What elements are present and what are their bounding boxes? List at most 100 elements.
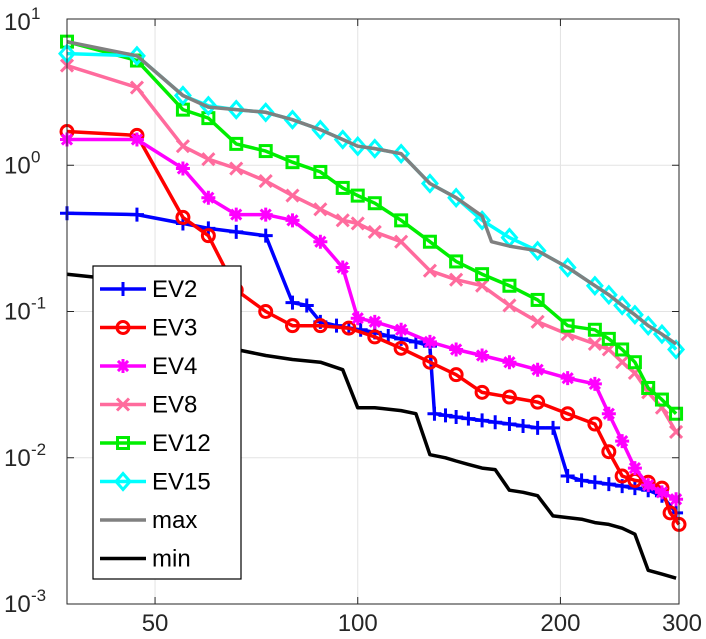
point-ev2-30: [601, 477, 616, 492]
point-ev8-5: [258, 173, 273, 189]
point-ev3-3: [200, 228, 216, 244]
legend-label: EV8: [152, 392, 197, 419]
series-max: [66, 39, 678, 346]
point-ev3-7: [312, 318, 328, 334]
series-ev8: [59, 58, 684, 440]
point-ev8-1: [129, 80, 145, 95]
point-ev4-13: [449, 342, 464, 357]
point-ev12-11: [394, 213, 409, 228]
point-ev4-15: [502, 355, 517, 370]
y-tick-label-3: 10 0: [4, 147, 40, 179]
point-ev15-10: [365, 138, 384, 159]
point-ev3-8: [341, 320, 357, 336]
legend-label: EV2: [152, 276, 197, 303]
point-ev15-16: [528, 240, 547, 262]
y-tick-label-base: 10: [4, 299, 31, 326]
x-tick-label-300: 300: [662, 610, 702, 637]
point-ev2-26: [546, 420, 561, 435]
point-ev15-5: [256, 102, 275, 123]
y-tick-label-base: 10: [4, 9, 31, 36]
legend-swatch-marker: [115, 397, 131, 412]
x-tick-label-200: 200: [540, 610, 580, 637]
point-ev4-4: [229, 207, 244, 222]
legend-item-ev15: EV15: [100, 469, 211, 496]
legend-label: EV3: [152, 315, 197, 342]
point-ev3-13: [474, 384, 490, 400]
point-ev12-15: [502, 278, 517, 293]
point-ev12-9: [350, 188, 365, 203]
legend-swatch-marker: [115, 320, 131, 335]
point-ev2-27: [560, 469, 575, 484]
x-tick-labels: 50 100 200 300: [142, 610, 702, 637]
point-ev3-11: [422, 354, 438, 370]
point-ev12-13: [449, 254, 464, 269]
point-ev2-29: [587, 475, 602, 490]
point-ev2-23: [502, 417, 517, 432]
point-ev2-13: [381, 328, 396, 343]
y-tick-label-base: 10: [4, 445, 31, 472]
point-ev12-22: [641, 380, 656, 395]
point-ev2-19: [449, 409, 464, 424]
x-tick-label-50: 50: [142, 610, 169, 637]
y-tick-label-base: 10: [4, 591, 31, 618]
point-ev8-9: [350, 216, 365, 231]
point-ev4-9: [350, 311, 365, 326]
point-ev12-5: [258, 144, 273, 159]
point-ev12-10: [367, 196, 382, 211]
point-ev3-19: [614, 468, 630, 484]
point-ev3-5: [258, 304, 274, 319]
point-ev4-22: [641, 478, 656, 493]
point-ev3-17: [587, 416, 603, 432]
point-ev4-14: [475, 348, 490, 363]
point-ev4-10: [367, 314, 382, 329]
point-ev4-20: [615, 434, 630, 449]
y-tick-label-exponent: -1: [31, 294, 46, 313]
legend-item-ev3: EV3: [100, 315, 197, 342]
point-ev12-24: [669, 406, 684, 421]
series-line-max: [66, 39, 678, 346]
point-ev2-20: [461, 411, 476, 426]
point-ev4-7: [313, 234, 328, 249]
point-ev4-24: [669, 492, 684, 507]
point-ev12-17: [560, 318, 575, 333]
point-ev4-17: [560, 371, 575, 386]
point-ev8-18: [587, 336, 602, 352]
point-ev12-19: [601, 331, 616, 346]
point-ev15-4: [227, 99, 246, 120]
y-tick-label-2: 10 -1: [4, 294, 46, 326]
point-ev3-14: [501, 389, 517, 405]
point-ev12-4: [229, 136, 244, 151]
point-ev8-10: [367, 224, 382, 239]
point-ev4-16: [530, 362, 545, 377]
legend-swatch-marker: [116, 359, 130, 373]
point-ev15-14: [473, 210, 492, 231]
point-ev12-6: [285, 155, 300, 170]
x-tick-label-100: 100: [338, 610, 378, 637]
point-ev3-12: [448, 367, 464, 383]
y-tick-label-0: 10 -3: [4, 586, 46, 618]
y-tick-label-exponent: -2: [31, 440, 46, 459]
legend-label: max: [152, 507, 197, 534]
y-tick-label-exponent: -3: [31, 586, 46, 605]
point-ev2-25: [530, 420, 545, 435]
point-ev4-19: [601, 406, 616, 421]
point-ev4-6: [285, 213, 300, 228]
series-min: [66, 272, 677, 580]
point-ev4-23: [654, 485, 669, 500]
point-ev8-16: [530, 314, 545, 329]
legend: EV2 EV3 EV4 EV8 EV12 EV15 max min: [92, 265, 242, 580]
point-ev3-18: [601, 444, 617, 460]
y-tick-label-exponent: 1: [31, 4, 40, 23]
point-ev4-11: [394, 322, 409, 337]
point-ev12-12: [422, 234, 437, 249]
y-tick-label-base: 10: [4, 152, 31, 179]
point-ev12-20: [615, 342, 630, 357]
point-ev8-7: [313, 202, 328, 217]
point-ev12-14: [475, 267, 490, 282]
series-line-ev12: [66, 40, 678, 415]
point-ev8-20: [615, 355, 630, 370]
point-ev15-24: [667, 339, 686, 360]
point-ev2-18: [438, 408, 453, 423]
point-ev4-12: [422, 334, 437, 349]
